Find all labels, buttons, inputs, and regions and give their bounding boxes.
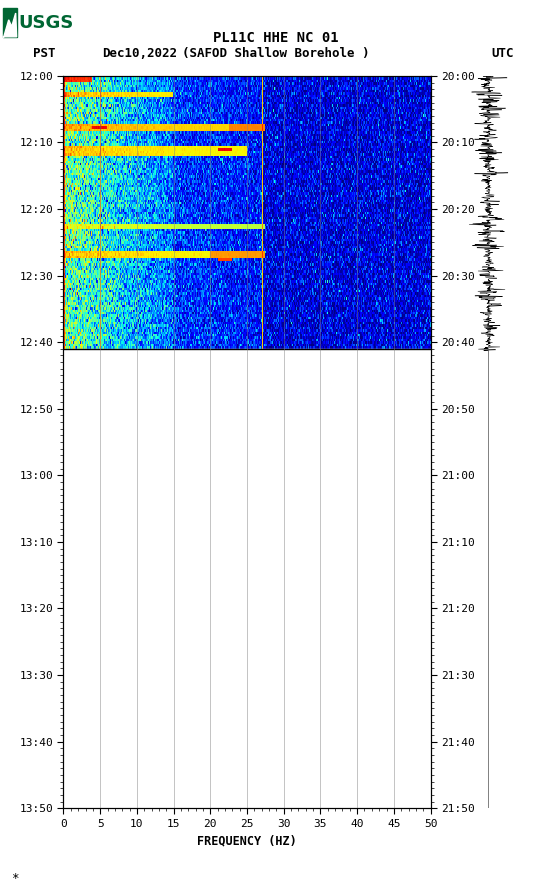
Text: (SAFOD Shallow Borehole ): (SAFOD Shallow Borehole ) — [182, 47, 370, 60]
Polygon shape — [3, 13, 17, 37]
X-axis label: FREQUENCY (HZ): FREQUENCY (HZ) — [197, 834, 297, 847]
Text: USGS: USGS — [19, 14, 74, 32]
Text: PST: PST — [33, 47, 56, 60]
Text: UTC: UTC — [491, 47, 513, 60]
Text: Dec10,2022: Dec10,2022 — [102, 47, 177, 60]
Bar — [63, 349, 431, 808]
Text: *: * — [11, 872, 19, 885]
Text: PL11C HHE NC 01: PL11C HHE NC 01 — [213, 30, 339, 45]
